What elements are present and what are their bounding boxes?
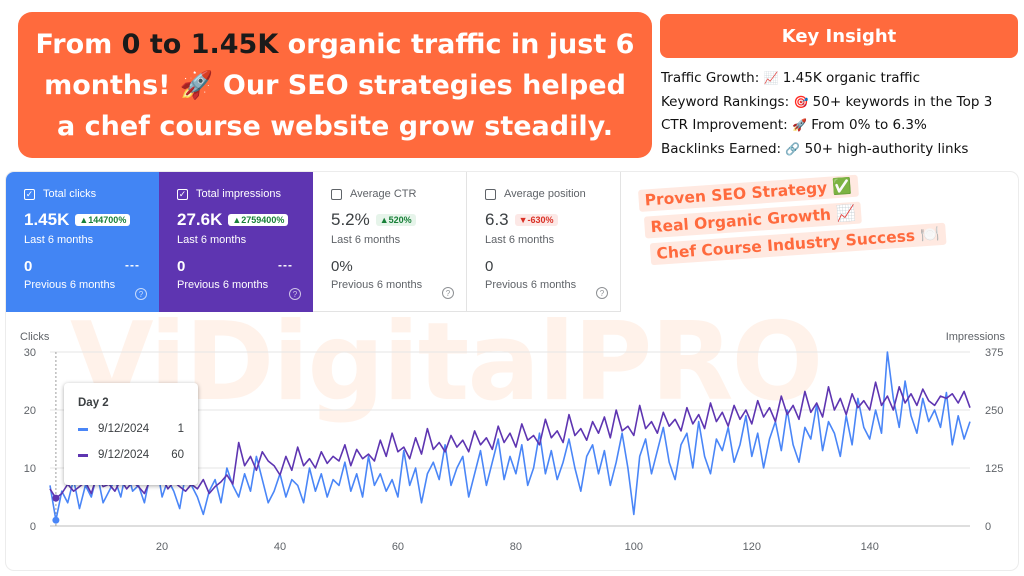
x-tick-label: 100 <box>625 541 643 553</box>
series-line-impressions <box>49 381 971 499</box>
previous-value: 0 <box>485 258 494 275</box>
performance-chart: Clicks Impressions 0 10 20 30 0 125 250 375 20 40 60… <box>20 331 1006 553</box>
help-icon[interactable]: ? <box>135 288 147 300</box>
change-badge: ▲520% <box>375 214 416 226</box>
y-tick-left-label: 10 <box>24 463 36 475</box>
metric-tile-average-position[interactable]: Average position 6.3 ▼-630% Last 6 months… <box>467 172 621 312</box>
metric-tile-average-ctr[interactable]: Average CTR 5.2% ▲520% Last 6 months 0% P… <box>313 172 467 312</box>
chart-tooltip: Day 2 9/12/2024 1 9/12/2024 60 <box>64 383 198 485</box>
metric-tile-total-impressions[interactable]: ✓ Total impressions 27.6K ▲2759400% Last 6… <box>159 172 313 312</box>
chart-up-icon: 📈 <box>763 71 779 85</box>
x-tick-label: 140 <box>861 541 879 553</box>
metric-label: Average position <box>504 188 586 200</box>
help-icon[interactable]: ? <box>596 287 608 299</box>
previous-value: 0 <box>24 258 33 275</box>
hover-point-clicks <box>52 516 60 524</box>
x-tick-label: 40 <box>274 541 286 553</box>
previous-period: Previous 6 months <box>177 279 269 291</box>
checkbox-checked-icon[interactable]: ✓ <box>177 188 188 200</box>
tooltip-date: 9/12/2024 <box>98 449 150 461</box>
y-tick-right-label: 375 <box>985 347 1003 359</box>
help-icon[interactable]: ? <box>289 288 301 300</box>
metric-period: Last 6 months <box>177 234 247 246</box>
y-tick-right-label: 125 <box>985 463 1003 475</box>
link-icon: 🔗 <box>785 141 801 156</box>
previous-period: Previous 6 months <box>331 279 423 291</box>
previous-period: Previous 6 months <box>24 279 116 291</box>
key-insight-title: Key Insight <box>660 14 1018 58</box>
x-tick-label: 120 <box>743 541 761 553</box>
hover-point-impressions <box>52 494 60 502</box>
y-tick-right-label: 250 <box>985 405 1003 417</box>
metric-period: Last 6 months <box>24 234 94 246</box>
metric-label: Total impressions <box>196 188 281 200</box>
checkbox-unchecked-icon[interactable] <box>331 188 342 200</box>
previous-dash: --- <box>125 258 140 272</box>
y-tick-right-label: 0 <box>985 521 991 533</box>
previous-value: 0% <box>331 258 353 275</box>
metric-value: 6.3 <box>485 210 509 229</box>
headline-banner: From 0 to 1.45K organic traffic in just … <box>18 12 652 158</box>
tooltip-date: 9/12/2024 <box>98 423 150 435</box>
change-badge: ▲2759400% <box>228 214 289 226</box>
key-insight-item: CTR Improvement: 🚀 From 0% to 6.3% <box>661 117 927 133</box>
headline-text: From 0 to 1.45K organic traffic in just … <box>35 28 635 142</box>
x-tick-label: 60 <box>392 541 404 553</box>
x-tick-label: 80 <box>510 541 522 553</box>
metric-period: Last 6 months <box>485 234 555 246</box>
series-dash-icon <box>78 427 88 431</box>
previous-period: Previous 6 months <box>485 279 577 291</box>
y-tick-left-label: 30 <box>24 347 36 359</box>
metric-value: 27.6K <box>177 210 223 229</box>
y-tick-left-label: 20 <box>24 405 36 417</box>
help-icon[interactable]: ? <box>442 287 454 299</box>
series-dash-icon <box>78 453 88 457</box>
rocket-icon: 🚀 <box>792 118 807 132</box>
key-insight-item: Keyword Rankings: 🎯 50+ keywords in the … <box>661 93 993 110</box>
metric-label: Average CTR <box>350 188 417 200</box>
y-axis-right-title: Impressions <box>946 331 1006 343</box>
previous-value: 0 <box>177 258 186 275</box>
checkbox-unchecked-icon[interactable] <box>485 188 496 200</box>
previous-dash: --- <box>278 258 293 272</box>
x-tick-label: 20 <box>156 541 168 553</box>
metric-value: 1.45K <box>24 210 70 229</box>
metric-tile-total-clicks[interactable]: ✓ Total clicks 1.45K ▲144700% Last 6 month… <box>6 172 159 312</box>
metric-label: Total clicks <box>43 188 97 200</box>
change-badge: ▼-630% <box>514 214 558 226</box>
tooltip-row-clicks: 9/12/2024 1 <box>78 423 184 435</box>
tooltip-value: 60 <box>171 449 184 461</box>
tooltip-title: Day 2 <box>78 397 109 409</box>
tooltip-value: 1 <box>177 423 184 435</box>
headline-highlight: 0 to 1.45K <box>121 28 279 60</box>
target-icon: 🎯 <box>793 94 809 109</box>
key-insight-list: Traffic Growth: 📈 1.45K organic traffic … <box>661 67 1021 161</box>
change-badge: ▲144700% <box>75 214 131 226</box>
metric-period: Last 6 months <box>331 234 401 246</box>
tooltip-row-impressions: 9/12/2024 60 <box>78 449 184 461</box>
checkbox-checked-icon[interactable]: ✓ <box>24 188 35 200</box>
metric-value: 5.2% <box>331 210 370 229</box>
y-axis-left-title: Clicks <box>20 331 50 343</box>
key-insight-item: Traffic Growth: 📈 1.45K organic traffic <box>661 70 921 86</box>
key-insight-item: Backlinks Earned: 🔗 50+ high-authority l… <box>661 140 969 157</box>
y-tick-left-label: 0 <box>30 521 36 533</box>
